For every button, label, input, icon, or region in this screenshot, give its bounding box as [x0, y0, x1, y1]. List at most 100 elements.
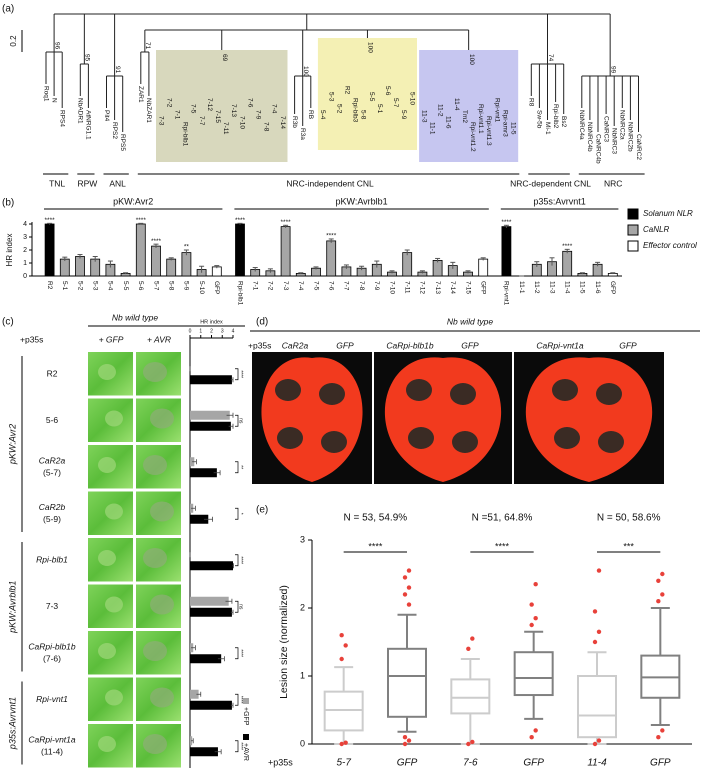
- bootstrap: 91: [114, 66, 121, 74]
- significance-bracket: [235, 414, 239, 427]
- x-tick-label: 5-5: [122, 281, 129, 291]
- leaf-label: 11-5: [509, 122, 516, 135]
- x-tick-label: GFP: [479, 281, 486, 294]
- x-tick-label: 7-4: [297, 281, 304, 291]
- leaf-label: 7-4: [271, 104, 278, 114]
- lesion: [319, 383, 345, 405]
- outlier: [533, 728, 538, 733]
- leaf-label: NbNRC4b: [586, 122, 593, 152]
- leaf-label: 7-12: [206, 98, 213, 111]
- y-tick-label: 2: [23, 247, 27, 254]
- bootstrap: 99: [609, 66, 616, 74]
- x-tick-label: 5-7: [152, 281, 159, 291]
- leaf-label: 7-14: [279, 116, 286, 129]
- x-tick-label: 11-6: [594, 281, 601, 294]
- infiltration-spot: [98, 364, 116, 380]
- x-tick-label: 5-4: [107, 281, 114, 291]
- outlier: [406, 568, 412, 573]
- bar: [280, 226, 291, 277]
- bar: [181, 252, 192, 277]
- column-label: CaRpi-blb1b: [386, 340, 434, 350]
- significance-bracket: [235, 647, 239, 660]
- leaf-label: 7-2: [165, 98, 172, 108]
- clade-label: NRC: [604, 178, 622, 188]
- infiltration-spot: [150, 594, 174, 615]
- effector-label: p35s:Avrvnt1: [7, 697, 17, 750]
- leaf-label: 7-3: [157, 116, 164, 126]
- leaf-label: R3a: [299, 128, 306, 140]
- outlier: [466, 741, 471, 747]
- x-tick-label: 7-9: [373, 281, 380, 291]
- legend-swatch: [243, 698, 249, 704]
- group-label: p35s:Avrvnt1: [533, 196, 585, 206]
- bar: [190, 561, 233, 571]
- legend-swatch: [627, 208, 639, 220]
- bar: [44, 223, 55, 277]
- leaf-label: AtNRG1.1: [85, 110, 92, 140]
- leaf-label: Rpi-amr3: [501, 110, 508, 137]
- significance-label: ****: [45, 217, 56, 224]
- significance-label: ns: [238, 418, 244, 424]
- y-tick-label: 0: [300, 738, 305, 748]
- bar: [135, 223, 146, 277]
- row-label: Rpi-vnt1: [36, 694, 68, 704]
- infiltration-spot: [143, 455, 167, 475]
- lesion: [452, 431, 478, 453]
- row-label: CaR2a: [39, 456, 66, 466]
- group-label: pKW:Avr2: [113, 196, 153, 206]
- y-axis-label: HR index: [5, 234, 14, 267]
- outlier: [406, 738, 412, 743]
- outlier: [466, 646, 471, 651]
- leaf-label: R3b: [291, 116, 298, 128]
- leaf-label: 11-2: [437, 104, 444, 117]
- scale-label: 0.2: [9, 35, 18, 47]
- clade-label: NRC-dependent CNL: [510, 178, 591, 188]
- legend-label: +AVR: [242, 743, 249, 761]
- leaf-label: 7-8: [263, 122, 270, 132]
- leaf-label: NbADR1: [77, 98, 84, 124]
- column-label: + AVR: [147, 334, 171, 344]
- bar: [190, 468, 217, 478]
- lesion: [277, 427, 303, 449]
- leaf-label: 7-11: [222, 122, 229, 135]
- annotation: N = 53, 54.9%: [344, 513, 408, 524]
- significance-label: ****: [238, 370, 244, 378]
- x-tick-label: 5-8: [167, 281, 174, 291]
- leaf-label: 7-1: [173, 110, 180, 120]
- infiltration-spot: [150, 687, 174, 708]
- significance-label: ****: [562, 243, 573, 250]
- outlier: [529, 735, 534, 740]
- panel-label: (d): [256, 317, 268, 328]
- bar: [75, 256, 85, 277]
- y-tick-label: 0: [23, 273, 27, 280]
- significance-label: ***: [623, 541, 634, 551]
- leaf-label: Rpi-vnt1: [493, 98, 500, 123]
- outlier: [592, 639, 598, 645]
- outlier: [533, 582, 538, 587]
- x-axis-label: HR index: [200, 319, 223, 325]
- infiltration-spot: [98, 457, 116, 473]
- bar: [326, 240, 337, 277]
- outlier: [529, 602, 534, 607]
- leaf-label: 5-3: [327, 92, 334, 102]
- box: [450, 678, 491, 715]
- leaf-label: 5-5: [368, 92, 375, 102]
- x-tick-label: 11-1: [518, 281, 525, 294]
- outlier: [656, 578, 661, 583]
- x-tick-label: GFP: [213, 281, 220, 294]
- leaf-label: 5-2: [335, 104, 342, 114]
- leaf-label: 11-1: [428, 122, 435, 135]
- infiltration-spot: [105, 503, 123, 520]
- outlier: [660, 592, 665, 597]
- x-tick-label: 5-9: [183, 281, 190, 291]
- leaf-label: Rpi-blb2: [552, 104, 559, 129]
- leaf-label: 7-10: [238, 116, 245, 129]
- lesion: [275, 379, 301, 401]
- significance-label: ****: [238, 742, 244, 750]
- row-label: 7-3: [46, 601, 59, 611]
- panel-label: (c): [2, 317, 14, 328]
- leaf-label: 7-6: [246, 98, 253, 108]
- group-label: pKW:Avrblb1: [335, 196, 387, 206]
- box: [323, 690, 364, 732]
